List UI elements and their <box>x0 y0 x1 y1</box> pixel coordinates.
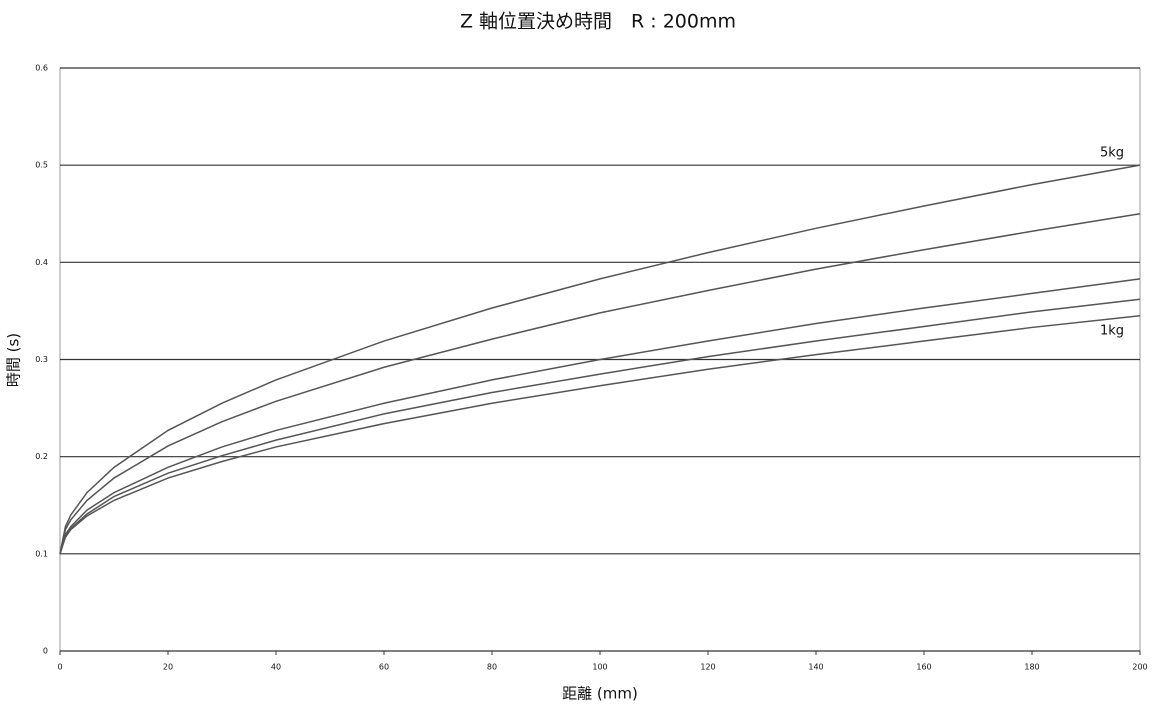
y-tick-label: 0.5 <box>35 161 48 170</box>
x-tick-label: 40 <box>271 663 281 672</box>
line-series <box>59 164 1141 554</box>
x-axis-label: 距離 (mm) <box>562 685 638 703</box>
x-tick-label: 160 <box>916 663 931 672</box>
x-tick-label: 120 <box>700 663 715 672</box>
y-tick-label: 0.1 <box>35 549 48 558</box>
x-tick-label: 60 <box>379 663 389 672</box>
x-tick-label: 140 <box>808 663 823 672</box>
x-tick-label: 180 <box>1024 663 1039 672</box>
y-tick-label: 0.3 <box>35 355 48 364</box>
series-label: 1kg <box>1100 323 1124 338</box>
x-tick-label: 80 <box>487 663 497 672</box>
x-tick-label: 0 <box>57 663 62 672</box>
series-label: 5kg <box>1100 146 1124 161</box>
x-tick-label: 100 <box>592 663 607 672</box>
line-series <box>59 278 1141 555</box>
line-series <box>59 315 1141 555</box>
line-series <box>59 213 1141 554</box>
y-tick-label: 0.2 <box>35 452 48 461</box>
line-series <box>59 298 1141 555</box>
x-tick-label: 20 <box>163 663 173 672</box>
chart-title: Z 軸位置決め時間 R : 200mm <box>460 11 736 33</box>
y-axis-label: 時間 (s) <box>5 333 23 387</box>
y-tick-label: 0.4 <box>35 258 48 267</box>
y-tick-label: 0 <box>43 647 48 656</box>
y-tick-label: 0.6 <box>35 64 48 73</box>
x-tick-label: 200 <box>1132 663 1147 672</box>
